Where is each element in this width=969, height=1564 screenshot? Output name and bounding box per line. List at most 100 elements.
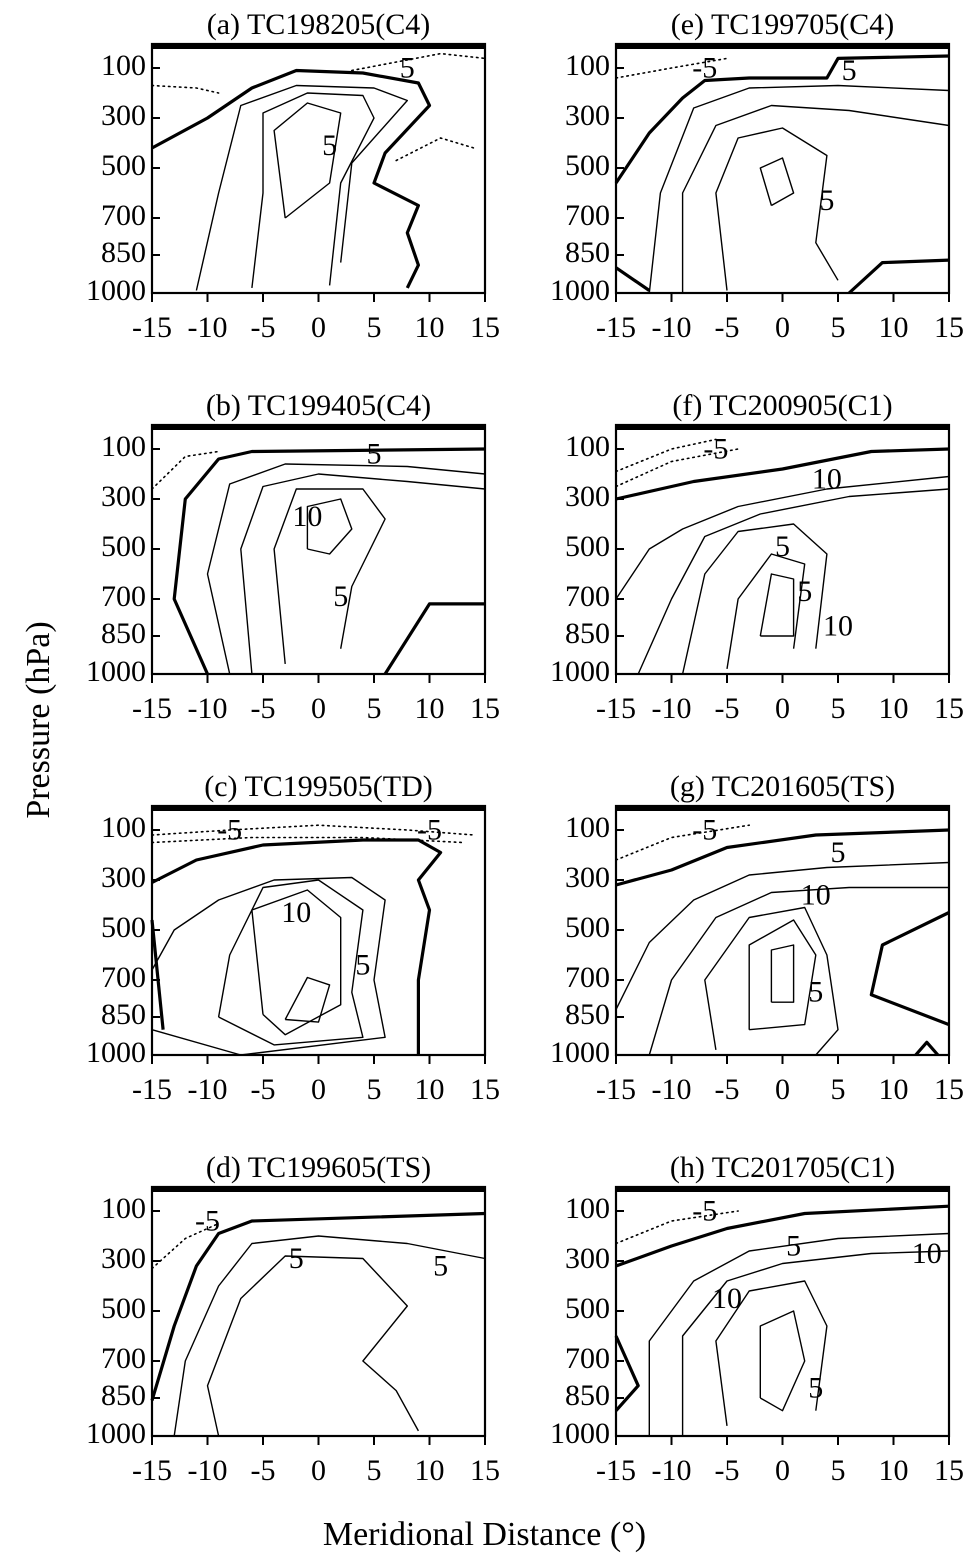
x-tick-label: 10 — [879, 692, 909, 725]
x-tick-label: -15 — [596, 311, 636, 344]
x-tick-label: 5 — [831, 1073, 846, 1106]
panel-title: (a) TC198205(C4) — [207, 8, 431, 41]
contour-label: 5 — [831, 836, 846, 869]
contour-positive — [759, 573, 795, 637]
x-tick-label: 10 — [879, 1073, 909, 1106]
contour-zero — [914, 1040, 940, 1057]
y-tick-label: 1000 — [86, 655, 146, 688]
contour-zero — [172, 447, 486, 675]
x-tick-label: -15 — [132, 1454, 172, 1487]
y-tick-label: 700 — [565, 961, 610, 994]
contour-label: 5 — [819, 184, 834, 217]
contour-positive — [151, 876, 386, 1056]
y-tick-label: 1000 — [86, 1036, 146, 1069]
x-tick-label: 10 — [415, 311, 445, 344]
contour-negative — [151, 824, 475, 836]
x-tick-label: 10 — [879, 1454, 909, 1487]
y-tick-label: 500 — [565, 530, 610, 563]
contour-positive — [715, 1280, 828, 1426]
panel-title: (c) TC199505(TD) — [204, 770, 433, 803]
x-tick-label: 15 — [934, 1073, 964, 1106]
contour-positive — [748, 919, 817, 1031]
contour-label: 5 — [808, 1371, 823, 1404]
x-tick-label: -10 — [652, 1073, 692, 1106]
contour-negative — [615, 824, 750, 861]
y-tick-label: 100 — [101, 430, 146, 463]
y-tick-label: 100 — [565, 430, 610, 463]
x-tick-label: 0 — [775, 1073, 790, 1106]
x-tick-label: 15 — [470, 1073, 500, 1106]
x-tick-label: -15 — [596, 692, 636, 725]
x-tick-label: 0 — [311, 1454, 326, 1487]
x-tick-label: -5 — [715, 692, 740, 725]
contour-label: 10 — [823, 609, 853, 642]
x-tick-label: -15 — [596, 1073, 636, 1106]
y-tick-label: 850 — [101, 617, 146, 650]
y-tick-label: 700 — [101, 199, 146, 232]
contour-positive — [240, 473, 486, 675]
x-tick-label: 15 — [934, 311, 964, 344]
contour-label: -5 — [692, 51, 717, 84]
panel-title: (h) TC201705(C1) — [670, 1151, 895, 1184]
x-tick-label: -10 — [652, 1454, 692, 1487]
top-band — [152, 425, 485, 430]
y-tick-label: 1000 — [550, 1036, 610, 1069]
x-tick-label: 15 — [934, 692, 964, 725]
contour-positive — [715, 127, 839, 291]
panel-title: (f) TC200905(C1) — [672, 389, 892, 422]
y-tick-label: 100 — [565, 49, 610, 82]
contour-label: 10 — [281, 896, 311, 929]
contour-zero — [615, 447, 950, 501]
x-tick-label: -15 — [132, 311, 172, 344]
contour-label: 5 — [322, 129, 337, 162]
y-tick-label: 300 — [565, 480, 610, 513]
y-tick-label: 700 — [565, 580, 610, 613]
y-tick-label: 100 — [565, 1192, 610, 1225]
x-tick-label: 0 — [775, 692, 790, 725]
contour-positive — [648, 886, 949, 1056]
contour-label: 10 — [801, 878, 831, 911]
y-tick-label: 100 — [565, 811, 610, 844]
y-tick-label: 700 — [101, 580, 146, 613]
contour-label: 5 — [333, 580, 348, 613]
contour-positive — [681, 1250, 950, 1436]
contour-zero — [151, 838, 443, 1055]
x-tick-label: -10 — [188, 1073, 228, 1106]
x-tick-label: -15 — [132, 1073, 172, 1106]
x-axis-title: Meridional Distance (°) — [322, 1516, 647, 1553]
top-band — [152, 806, 485, 811]
y-axis-title: Pressure (hPa) — [20, 621, 57, 819]
x-tick-label: 10 — [879, 311, 909, 344]
contour-positive — [206, 1255, 420, 1437]
contour-positive — [648, 1232, 950, 1436]
x-tick-label: -5 — [715, 311, 740, 344]
panel-title: (e) TC199705(C4) — [671, 8, 895, 41]
contour-positive — [251, 889, 342, 1036]
contour-label: 5 — [797, 575, 812, 608]
contour-zero — [151, 68, 432, 289]
plot-frame — [614, 1185, 951, 1438]
x-tick-label: -5 — [715, 1454, 740, 1487]
y-tick-label: 500 — [565, 149, 610, 182]
contour-zero — [150, 919, 165, 1030]
x-tick-label: -5 — [715, 1073, 740, 1106]
x-tick-label: 0 — [311, 692, 326, 725]
contour-zero — [614, 54, 950, 184]
contour-negative — [151, 84, 220, 94]
contour-label: 5 — [433, 1249, 448, 1282]
contour-zero — [615, 1204, 950, 1268]
contour-label: 5 — [400, 51, 415, 84]
y-tick-label: 500 — [101, 911, 146, 944]
contour-label: 5 — [775, 530, 790, 563]
x-tick-label: 0 — [775, 1454, 790, 1487]
contour-negative — [395, 137, 475, 162]
panel-e: -5 55(e) TC199705(C4)1003005007008501000-… — [550, 8, 964, 344]
x-tick-label: 5 — [831, 692, 846, 725]
contour-positive — [681, 104, 950, 293]
contour-zero — [615, 828, 950, 887]
